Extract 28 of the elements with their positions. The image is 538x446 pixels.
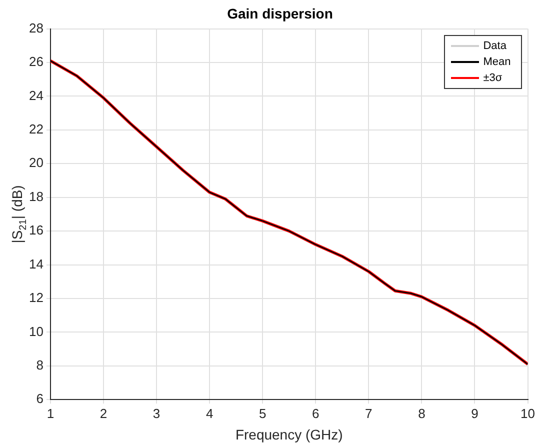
y-tick-label: 16 bbox=[28, 222, 44, 238]
y-tick-label: 28 bbox=[28, 20, 44, 36]
y-tick-label: 24 bbox=[28, 88, 44, 103]
y-tick-label: 20 bbox=[28, 155, 44, 170]
x-tick-label: 7 bbox=[365, 406, 372, 421]
x-tick-label: 4 bbox=[206, 406, 214, 421]
legend-label: ±3σ bbox=[483, 72, 502, 84]
x-tick-label: 1 bbox=[46, 406, 54, 421]
y-tick-label: 8 bbox=[36, 357, 44, 372]
legend-label: Mean bbox=[483, 56, 511, 68]
y-tick-label: 22 bbox=[28, 122, 44, 137]
x-tick-label: 2 bbox=[100, 406, 108, 421]
y-axis-title: |S21| (dB) bbox=[8, 185, 29, 244]
y-tick-label: 12 bbox=[28, 290, 44, 306]
x-tick-label: 5 bbox=[258, 406, 266, 421]
y-tick-label: 10 bbox=[28, 324, 44, 339]
x-tick-label: 10 bbox=[520, 406, 536, 421]
x-tick-label: 6 bbox=[312, 406, 320, 421]
x-tick-label: 9 bbox=[471, 406, 478, 421]
y-tick-label: 14 bbox=[28, 256, 44, 272]
y-tick-label: 18 bbox=[28, 188, 44, 204]
chart-title: Gain dispersion bbox=[227, 5, 333, 22]
y-tick-label: 6 bbox=[36, 391, 44, 406]
legend-label: Data bbox=[483, 40, 506, 52]
x-tick-label: 8 bbox=[418, 406, 426, 421]
y-tick-label: 26 bbox=[28, 54, 44, 70]
x-axis-title: Frequency (GHz) bbox=[235, 426, 343, 442]
x-tick-label: 3 bbox=[152, 406, 160, 421]
